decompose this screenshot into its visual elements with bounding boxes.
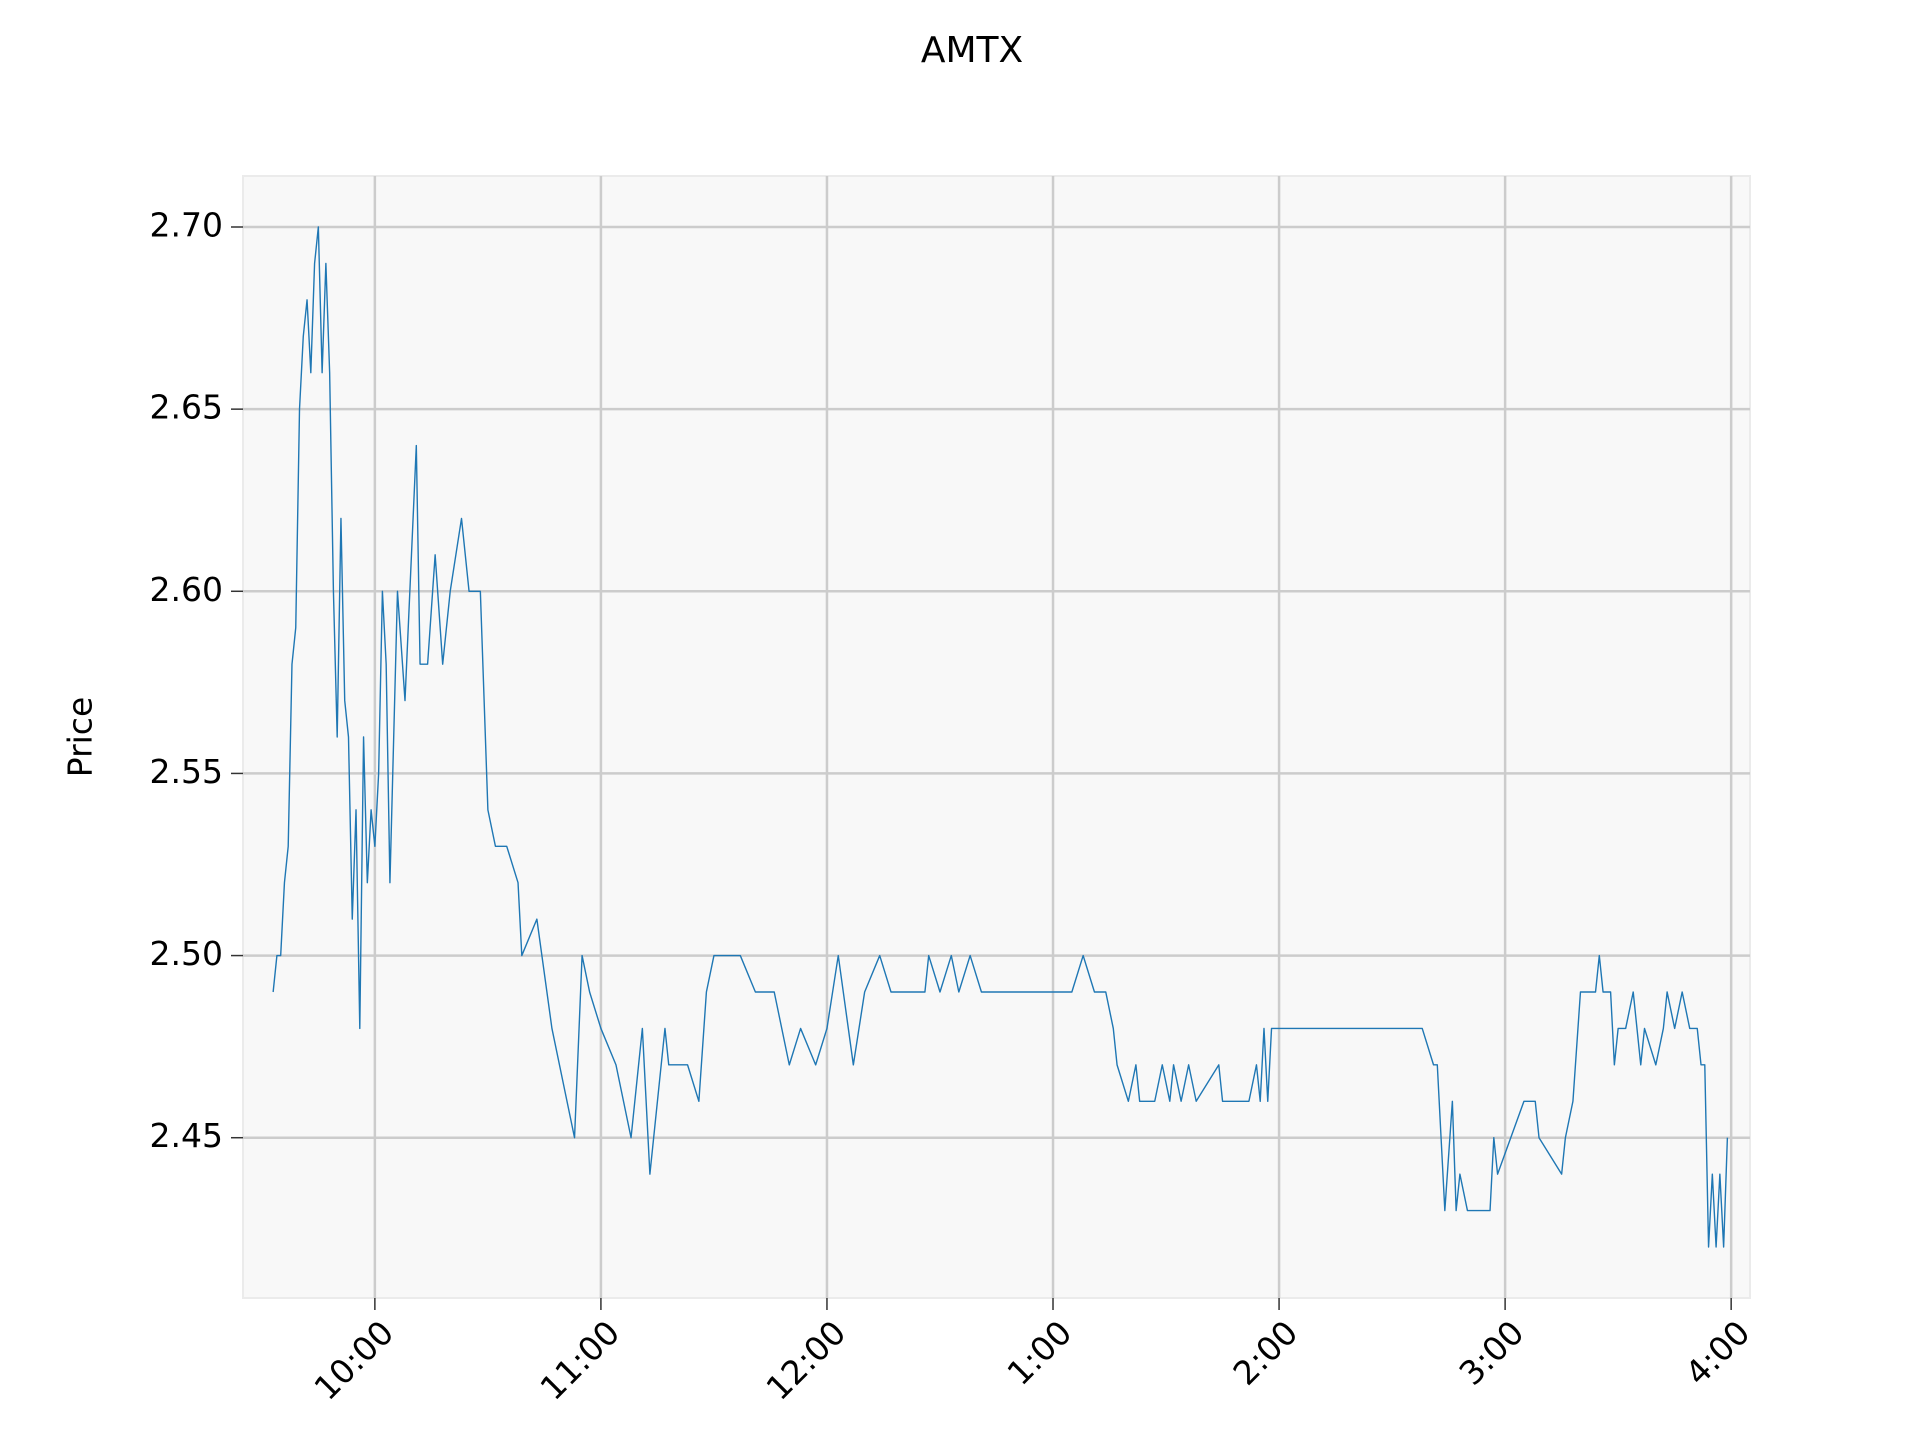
y-tick-label: 2.60 — [150, 570, 223, 609]
y-tick-label: 2.70 — [150, 206, 223, 245]
y-tick-label: 2.65 — [150, 388, 223, 427]
x-tick-label: 1:00 — [999, 1313, 1079, 1393]
x-tick-label: 3:00 — [1452, 1313, 1532, 1393]
x-tick-label: 10:00 — [306, 1313, 401, 1408]
y-axis-label: Price — [61, 697, 100, 778]
price-line — [272, 226, 1729, 1248]
plot-background — [242, 175, 1751, 1299]
x-tick-label: 12:00 — [759, 1313, 854, 1408]
x-tick-label: 4:00 — [1678, 1313, 1758, 1393]
y-tick-label: 2.50 — [150, 934, 223, 973]
chart-title: AMTX — [921, 30, 1023, 71]
y-tick-label: 2.45 — [150, 1116, 223, 1155]
x-tick-label: 11:00 — [532, 1313, 627, 1408]
y-tick-label: 2.55 — [150, 752, 223, 791]
x-tick-label: 2:00 — [1225, 1313, 1305, 1393]
